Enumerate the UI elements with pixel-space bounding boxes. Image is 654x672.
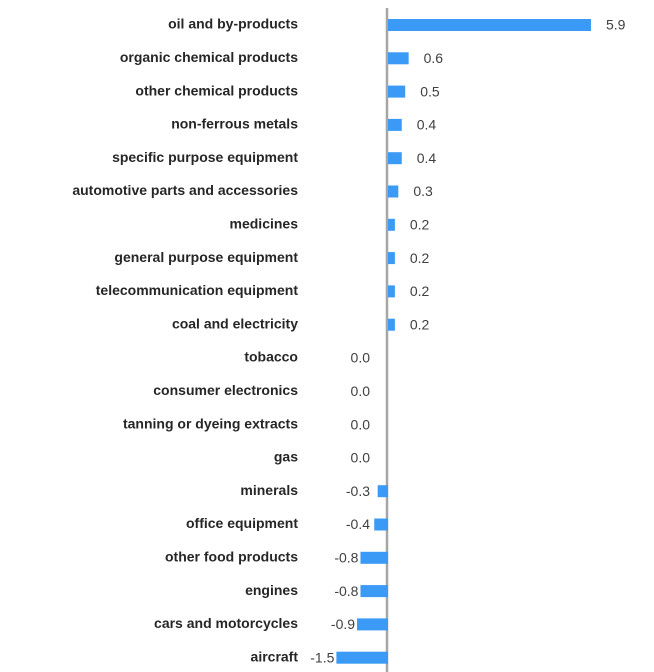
bar [388,118,402,131]
bar [388,185,399,198]
value-label: 0.2 [410,217,430,233]
value-label: 0.6 [424,50,444,66]
bar [388,152,402,165]
bar [388,252,395,265]
category-label: medicines [230,216,299,232]
category-label: telecommunication equipment [96,282,299,298]
value-label: 0.0 [351,383,371,399]
value-label: -0.3 [346,483,370,499]
value-label: 0.3 [413,183,433,199]
value-label: 0.4 [417,150,437,166]
category-label: automotive parts and accessories [72,182,298,198]
bar [360,551,388,564]
value-label: 0.2 [410,250,430,266]
value-label: 0.0 [351,450,371,466]
category-label: oil and by-products [168,16,298,32]
bar [388,85,406,98]
value-label: -0.8 [334,550,358,566]
value-label: 0.4 [417,117,437,133]
bar [357,618,388,631]
value-label: 0.2 [410,316,430,332]
category-label: minerals [240,482,298,498]
category-label: non-ferrous metals [171,116,298,132]
value-label: 5.9 [606,17,626,33]
category-label: general purpose equipment [114,249,298,265]
category-label: other food products [165,549,298,565]
category-label: other chemical products [135,82,298,98]
bar [388,218,395,231]
value-label: -0.4 [346,516,370,532]
category-label: specific purpose equipment [112,149,298,165]
category-label: consumer electronics [153,382,298,398]
category-label: engines [245,582,298,598]
category-label: cars and motorcycles [154,615,298,631]
value-label: -1.5 [310,649,334,665]
bar [377,485,388,498]
value-label: -0.8 [334,583,358,599]
bar [388,285,395,298]
value-label: -0.9 [331,616,355,632]
category-label: office equipment [186,515,298,531]
value-label: 0.0 [351,416,371,432]
value-label: 0.2 [410,283,430,299]
bar [388,52,409,65]
bar [374,518,388,531]
category-label: aircraft [251,648,299,664]
category-label: tobacco [244,349,298,365]
value-label: 0.0 [351,350,371,366]
bar [360,585,388,598]
category-label: coal and electricity [172,315,298,331]
bar [388,19,591,31]
value-label: 0.5 [420,83,440,99]
bar [388,318,395,331]
category-label: tanning or dyeing extracts [123,415,298,431]
bar [336,651,388,664]
category-label: gas [274,449,298,465]
category-label: organic chemical products [120,49,298,65]
